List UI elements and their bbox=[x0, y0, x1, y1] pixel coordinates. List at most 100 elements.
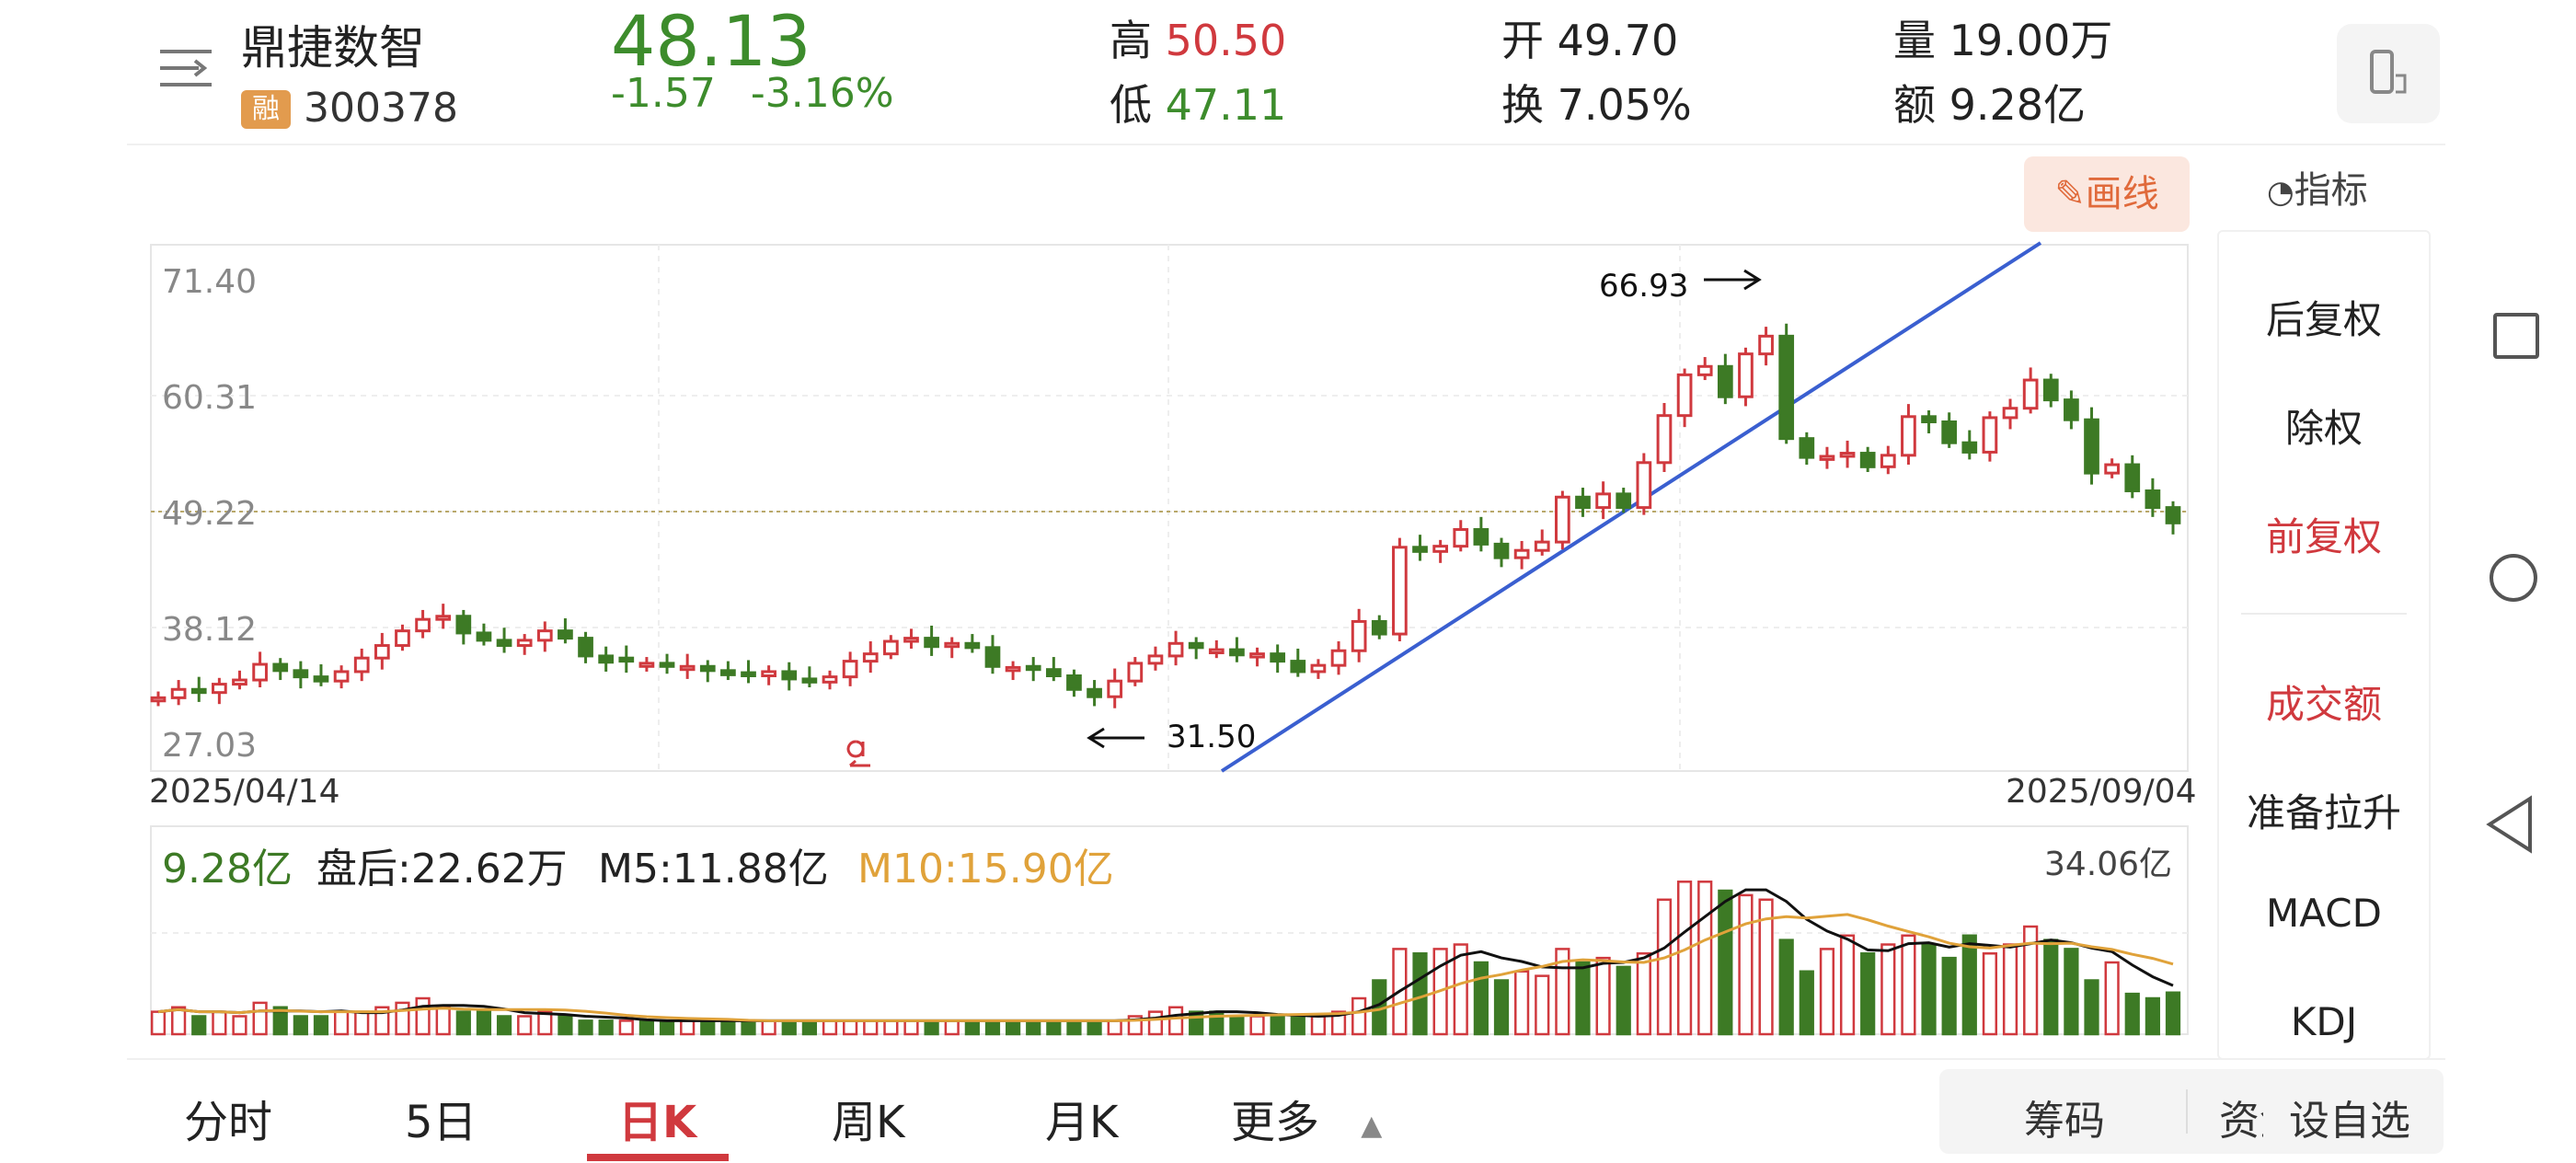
amount-value: 9.28亿 bbox=[1949, 80, 2087, 130]
candle-body bbox=[170, 687, 187, 699]
stock-code: 300378 bbox=[304, 85, 458, 132]
side-item-ex-rights[interactable]: 除权 bbox=[2284, 406, 2363, 451]
candle-body bbox=[1330, 649, 1347, 667]
candle-body bbox=[679, 664, 696, 672]
add-watchlist-button[interactable]: 设自选 bbox=[2263, 1069, 2444, 1154]
candle-body bbox=[558, 629, 573, 640]
tab-weekly-k[interactable]: 周K bbox=[832, 1097, 905, 1148]
candle-body bbox=[1270, 652, 1286, 663]
candle-body bbox=[903, 637, 919, 643]
volume-bar bbox=[1982, 952, 1998, 1036]
open-quote: 开 49.70 bbox=[1501, 7, 1678, 68]
chips-button[interactable]: 筹码 bbox=[2024, 1098, 2105, 1145]
recent-apps-icon[interactable] bbox=[2493, 313, 2539, 359]
y-tick-label: 38.12 bbox=[162, 611, 257, 649]
low-quote: 低 47.11 bbox=[1110, 72, 1286, 132]
volume-bar bbox=[1758, 898, 1774, 1036]
candle-body bbox=[1555, 495, 1570, 544]
tab-5day[interactable]: 5日 bbox=[405, 1097, 477, 1148]
side-item-kdj[interactable]: KDJ bbox=[2290, 999, 2358, 1044]
marker-icon bbox=[846, 740, 870, 767]
candle-body bbox=[313, 675, 329, 683]
stock-name: 鼎捷数智 bbox=[241, 21, 425, 75]
volume-bar bbox=[1880, 943, 1896, 1036]
candle-body bbox=[1513, 548, 1530, 559]
low-price-annotation: 31.50 bbox=[1167, 719, 1256, 755]
candle-body bbox=[455, 615, 472, 635]
volume-bar bbox=[1167, 1006, 1184, 1036]
change-value: -1.57 bbox=[611, 70, 716, 117]
side-item-forward-adjust[interactable]: 前复权 bbox=[2265, 514, 2382, 559]
menu-icon[interactable] bbox=[158, 46, 213, 92]
candle-body bbox=[150, 696, 167, 703]
side-item-turnover-amount[interactable]: 成交额 bbox=[2265, 682, 2382, 727]
volume-bar bbox=[618, 1019, 634, 1036]
candle-body bbox=[1636, 461, 1652, 510]
candle-body bbox=[1656, 414, 1673, 465]
volume-bar bbox=[883, 1019, 899, 1036]
candle-body bbox=[1493, 542, 1510, 559]
x-end-date: 2025/09/04 bbox=[2006, 773, 2197, 811]
tab-more[interactable]: 更多 ▲ bbox=[1231, 1086, 1382, 1150]
candle-body bbox=[781, 670, 798, 681]
volume-bar bbox=[1921, 943, 1937, 1036]
y-tick-label: 71.40 bbox=[162, 263, 257, 301]
volume-value: 19.00万 bbox=[1949, 16, 2113, 65]
side-item-backward-adjust[interactable]: 后复权 bbox=[2265, 297, 2382, 342]
candle-body bbox=[1025, 664, 1041, 672]
volume-bar bbox=[1026, 1019, 1041, 1036]
candle-body bbox=[720, 669, 736, 676]
tab-monthly-k[interactable]: 月K bbox=[1045, 1097, 1119, 1148]
volume-bar bbox=[2104, 961, 2120, 1036]
candle-body bbox=[476, 631, 492, 642]
price-change: -1.57 -3.16% bbox=[611, 70, 894, 117]
candle-body bbox=[353, 656, 370, 674]
low-arrow-head bbox=[1087, 727, 1105, 749]
volume-bar bbox=[924, 1019, 939, 1036]
home-icon[interactable] bbox=[2490, 554, 2537, 602]
volume-bar bbox=[1514, 970, 1530, 1036]
volume-bar bbox=[1087, 1019, 1102, 1036]
volume-bar bbox=[232, 1015, 247, 1036]
candle-body bbox=[2124, 463, 2141, 492]
gauge-icon: ◔ bbox=[2267, 174, 2294, 211]
tab-intraday[interactable]: 分时 bbox=[184, 1097, 273, 1148]
active-tab-indicator bbox=[587, 1154, 729, 1161]
volume-bar bbox=[1636, 952, 1651, 1036]
draw-line-button[interactable]: ✎画线 bbox=[2024, 156, 2190, 232]
volume-bar bbox=[1555, 948, 1570, 1036]
volume-bar bbox=[171, 1006, 187, 1036]
tab-daily-k[interactable]: 日K bbox=[618, 1097, 697, 1148]
candle-body bbox=[536, 629, 553, 642]
back-icon[interactable] bbox=[2484, 795, 2536, 854]
vol-amount-label: 9.28亿 bbox=[162, 846, 293, 892]
candle-body bbox=[1066, 674, 1082, 691]
candle-body bbox=[333, 670, 350, 683]
indicator-button[interactable]: ◔指标 bbox=[2267, 160, 2368, 213]
side-item-ready-rise[interactable]: 准备拉升 bbox=[2246, 790, 2401, 835]
volume-bar bbox=[659, 1019, 675, 1036]
volume-bar bbox=[1412, 952, 1428, 1036]
volume-bar bbox=[781, 1019, 797, 1036]
orientation-button[interactable] bbox=[2337, 24, 2440, 123]
candle-body bbox=[1901, 415, 1916, 457]
candle-body bbox=[1676, 373, 1693, 418]
volume-bar bbox=[272, 1006, 288, 1036]
volume-bar bbox=[2165, 991, 2181, 1036]
kline-chart[interactable]: 71.40 60.31 49.22 38.12 27.03 66.93 31.50 bbox=[0, 0, 2208, 1049]
low-value: 47.11 bbox=[1165, 80, 1287, 130]
volume-bar bbox=[1738, 893, 1754, 1036]
candle-body bbox=[2165, 506, 2181, 524]
volume-quote: 量 19.00万 bbox=[1893, 7, 2112, 68]
tab-more-label: 更多 bbox=[1231, 1097, 1320, 1148]
y-tick-label: 49.22 bbox=[162, 495, 257, 533]
volume-bar bbox=[1616, 965, 1631, 1036]
candle-body bbox=[1575, 495, 1591, 510]
candle-body bbox=[801, 677, 818, 684]
volume-bar bbox=[1575, 961, 1591, 1036]
side-item-macd[interactable]: MACD bbox=[2266, 891, 2382, 936]
candle-body bbox=[822, 675, 838, 684]
candle-body bbox=[1717, 364, 1733, 398]
volume-bar bbox=[1697, 881, 1713, 1036]
volume-bar bbox=[1535, 974, 1550, 1036]
